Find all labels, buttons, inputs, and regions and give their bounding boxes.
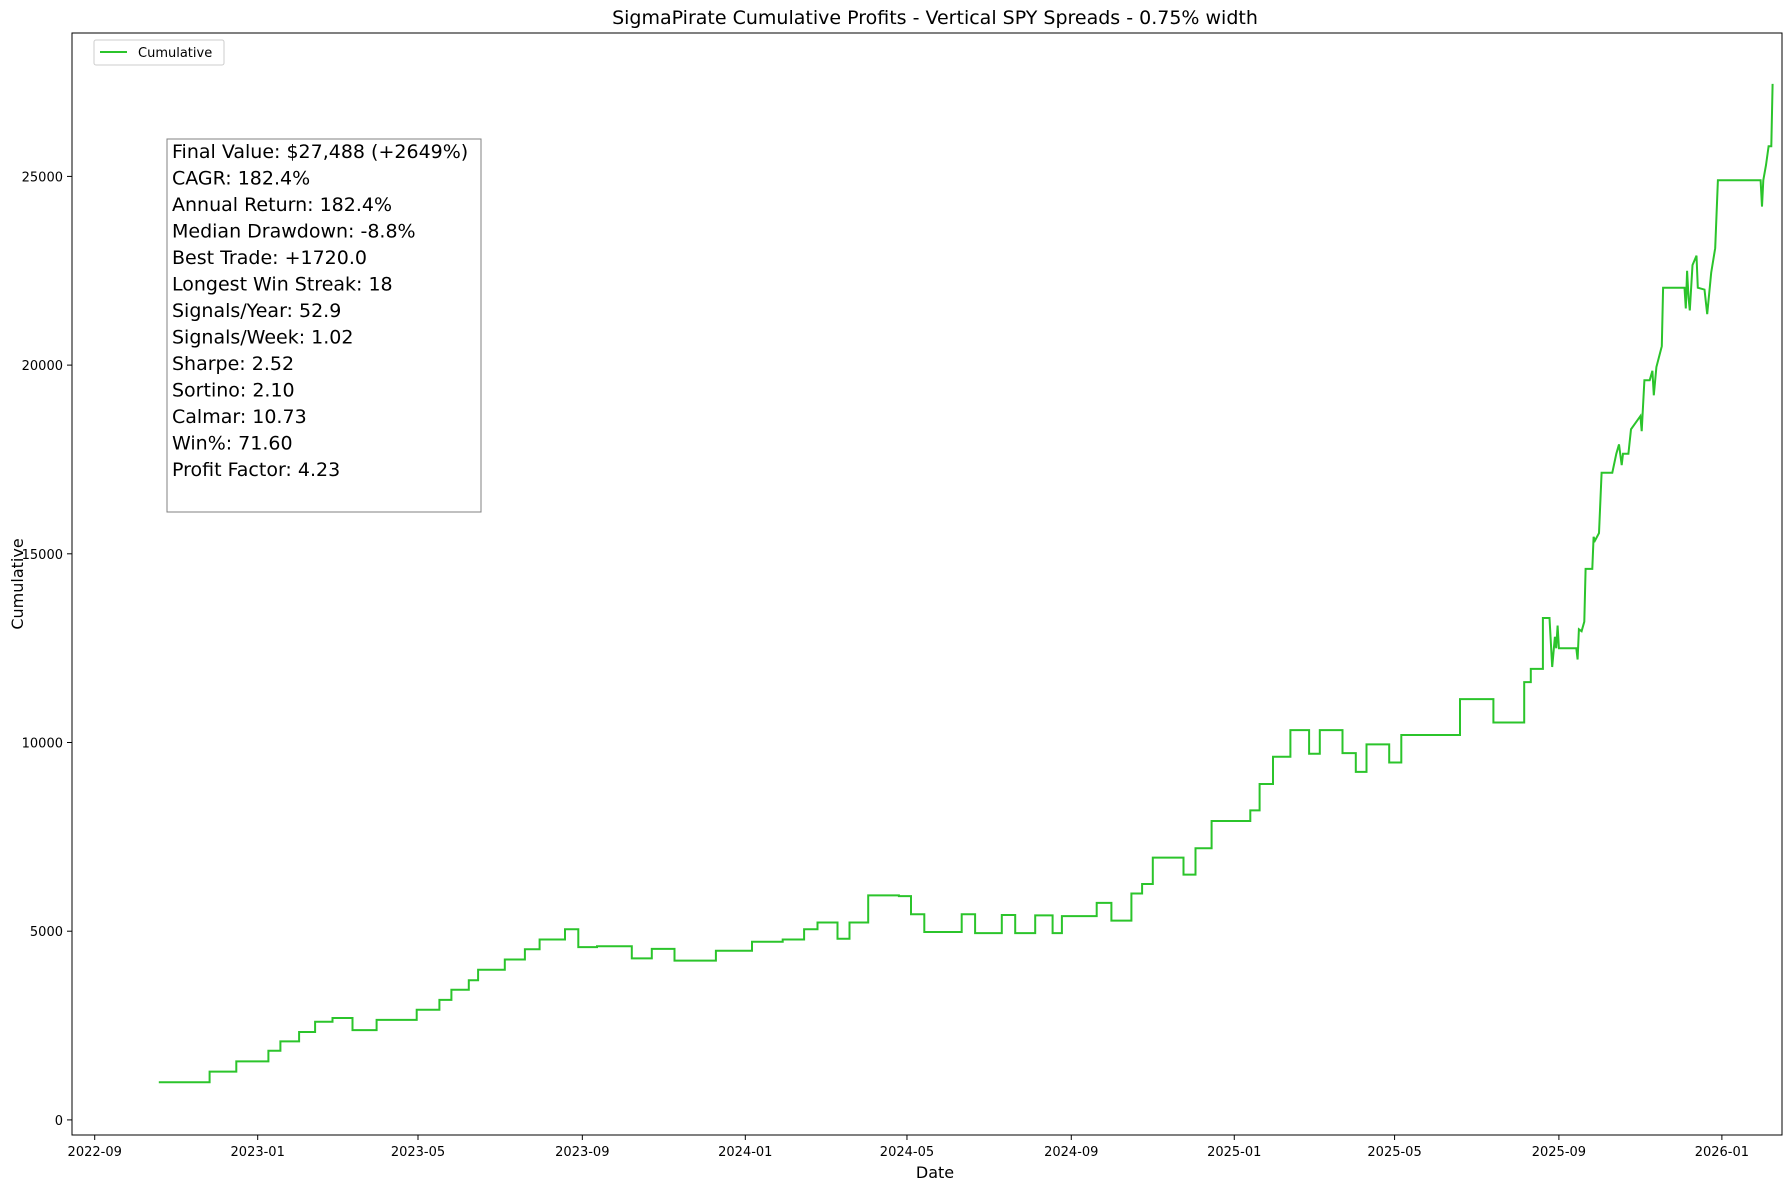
x-tick-label: 2025-01 — [1207, 1145, 1261, 1160]
chart-title: SigmaPirate Cumulative Profits - Vertica… — [612, 7, 1258, 29]
stats-line: Longest Win Streak: 18 — [172, 274, 393, 296]
x-tick-label: 2026-01 — [1695, 1145, 1749, 1160]
y-tick-label: 10000 — [22, 737, 63, 752]
series-line-0 — [158, 83, 1774, 1084]
y-tick-label: 25000 — [22, 170, 63, 185]
x-axis: 2022-09 2023-01 2023-05 2023-09 2024-01 2024-… — [68, 1135, 1749, 1160]
stats-line: Signals/Week: 1.02 — [172, 327, 353, 349]
x-axis-label: Date — [916, 1163, 954, 1182]
stats-line: Sharpe: 2.52 — [172, 353, 294, 375]
y-axis-label: Cumulative — [8, 538, 27, 629]
stats-line: Win%: 71.60 — [172, 433, 293, 455]
y-tick-label: 15000 — [22, 548, 63, 563]
stats-line: Profit Factor: 4.23 — [172, 459, 340, 481]
y-axis: 0 5000 10000 15000 20000 25000 — [22, 170, 72, 1129]
stats-line: Signals/Year: 52.9 — [172, 300, 341, 322]
y-tick-label: 0 — [55, 1114, 63, 1129]
plot-area — [158, 83, 1774, 1084]
stats-line: Median Drawdown: -8.8% — [172, 221, 416, 243]
x-tick-label: 2024-09 — [1044, 1145, 1098, 1160]
x-tick-label: 2025-05 — [1367, 1145, 1421, 1160]
stats-line: CAGR: 182.4% — [172, 168, 310, 190]
y-tick-label: 5000 — [30, 925, 63, 940]
stats-line: Calmar: 10.73 — [172, 406, 307, 428]
x-tick-label: 2024-05 — [880, 1145, 934, 1160]
x-tick-label: 2023-05 — [391, 1145, 445, 1160]
x-tick-label: 2023-01 — [231, 1145, 285, 1160]
stats-line: Final Value: $27,488 (+2649%) — [172, 141, 468, 163]
plot-frame — [71, 32, 1783, 1136]
legend-label: Cumulative — [138, 46, 212, 61]
stats-line: Best Trade: +1720.0 — [172, 247, 367, 269]
legend: Cumulative — [93, 39, 225, 66]
x-tick-label: 2022-09 — [68, 1145, 122, 1160]
legend-box — [93, 39, 225, 66]
stats-box: Final Value: $27,488 (+2649%) CAGR: 182.4… — [166, 138, 482, 513]
x-tick-label: 2024-01 — [718, 1145, 772, 1160]
stats-box-frame — [166, 138, 482, 513]
stats-line: Annual Return: 182.4% — [172, 194, 392, 216]
stats-line: Sortino: 2.10 — [172, 380, 295, 402]
x-tick-label: 2025-09 — [1532, 1145, 1586, 1160]
x-tick-label: 2023-09 — [555, 1145, 609, 1160]
y-tick-label: 20000 — [22, 359, 63, 374]
